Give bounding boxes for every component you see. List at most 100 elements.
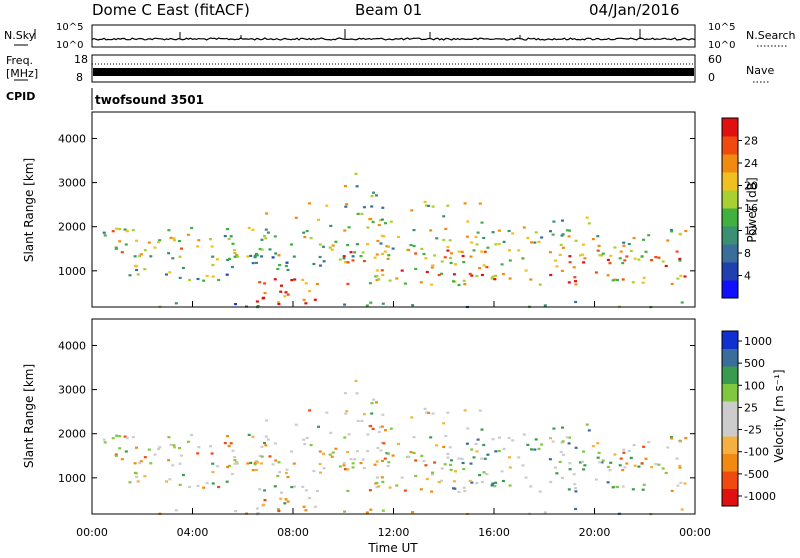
velocity-cell: [632, 444, 636, 447]
power-cell: [235, 254, 239, 257]
velocity-cell: [228, 464, 231, 467]
velocity-cell: [217, 485, 221, 489]
velocity-cell: [384, 429, 387, 432]
velocity-cell: [383, 457, 387, 460]
power-cell: [454, 263, 457, 266]
power-cell: [375, 279, 379, 282]
velocity-cell: [264, 444, 268, 447]
velocity-cell: [521, 464, 525, 467]
power-cell: [342, 255, 346, 258]
velocity-cell: [265, 419, 269, 422]
power-cell: [284, 291, 288, 294]
velocity-cell: [293, 485, 297, 488]
y-tick-label: 4000: [58, 132, 86, 145]
velocity-cell: [573, 483, 577, 486]
power-cell: [290, 279, 294, 282]
velocity-cell: [260, 462, 264, 465]
velocity-cell: [255, 468, 258, 471]
velocity-cell: [574, 446, 578, 449]
power-cell: [344, 205, 348, 208]
velocity-cell: [308, 497, 312, 500]
velocity-cell: [684, 436, 688, 440]
power-cell: [490, 277, 494, 280]
velocity-cell: [277, 461, 281, 464]
velocity-cell: [147, 448, 151, 451]
power-cell: [457, 250, 461, 253]
power-cell: [181, 266, 185, 270]
power-cell: [380, 218, 384, 221]
velocity-cell: [380, 476, 384, 479]
power-cell: [470, 241, 474, 244]
power-cell: [560, 269, 564, 272]
power-cell: [483, 250, 487, 253]
velocity-cell: [558, 460, 562, 463]
power-cell: [139, 253, 143, 256]
power-cell: [328, 246, 332, 249]
velocity-cell: [508, 456, 511, 459]
power-heatmap: [102, 172, 688, 309]
power-cell: [318, 243, 322, 246]
power-cell: [114, 247, 118, 250]
velocity-cell: [286, 475, 290, 479]
velocity-cell: [283, 502, 287, 505]
power-cell: [606, 258, 610, 261]
velocity-cell: [103, 441, 107, 444]
velocity-cell: [338, 465, 342, 468]
power-cell: [292, 255, 296, 258]
velocity-cell: [619, 457, 623, 460]
power-cell: [102, 231, 106, 234]
velocity-cell: [342, 462, 346, 465]
velocity-cell: [380, 441, 384, 444]
power-colorbar-label: Power [dB]: [745, 177, 759, 242]
power-cell: [280, 284, 283, 287]
power-cell: [675, 250, 679, 253]
power-cell: [637, 258, 641, 261]
velocity-cell: [149, 462, 153, 465]
velocity-cell: [370, 412, 374, 415]
power-cell: [180, 247, 183, 250]
velocity-cell: [360, 419, 364, 422]
power-cell: [629, 249, 633, 252]
velocity-cell: [533, 448, 537, 451]
velocity-cell: [317, 425, 320, 428]
velocity-cell: [280, 491, 283, 494]
power-cell: [365, 304, 369, 307]
power-cell: [331, 244, 335, 247]
power-cell: [568, 255, 572, 258]
power-cell: [211, 275, 215, 278]
velocity-cell: [623, 466, 627, 469]
power-cell: [157, 241, 161, 244]
power-cell: [596, 235, 600, 238]
velocity-cell: [263, 489, 267, 492]
velocity-cell: [276, 474, 280, 478]
power-cell: [276, 301, 280, 304]
velocity-cell: [196, 452, 200, 455]
power-cell: [641, 281, 645, 284]
velocity-cell: [158, 446, 162, 449]
nsky-label: N.Sky: [4, 29, 36, 42]
power-cell: [478, 267, 482, 270]
power-cell: [258, 281, 262, 284]
velocity-cell: [139, 460, 143, 463]
power-cell: [381, 206, 385, 209]
power-cell: [294, 216, 298, 219]
power-cell: [209, 238, 212, 241]
velocity-cell: [290, 486, 294, 489]
power-cell: [627, 242, 631, 246]
y-tick-label: 3000: [58, 384, 86, 397]
velocity-cell: [249, 461, 253, 464]
velocity-cell: [172, 444, 176, 447]
velocity-cell: [377, 485, 381, 488]
velocity-cell: [190, 433, 194, 437]
velocity-cell: [469, 462, 473, 465]
velocity-cell: [313, 505, 317, 508]
colorbar-segment: [722, 471, 738, 489]
power-cell: [375, 269, 379, 272]
velocity-cell: [462, 468, 466, 471]
velocity-cell: [375, 486, 379, 489]
velocity-cell: [501, 479, 505, 483]
velocity-cell: [534, 438, 538, 441]
power-cell: [437, 273, 441, 277]
power-cell: [424, 257, 428, 260]
velocity-cell: [210, 452, 214, 455]
